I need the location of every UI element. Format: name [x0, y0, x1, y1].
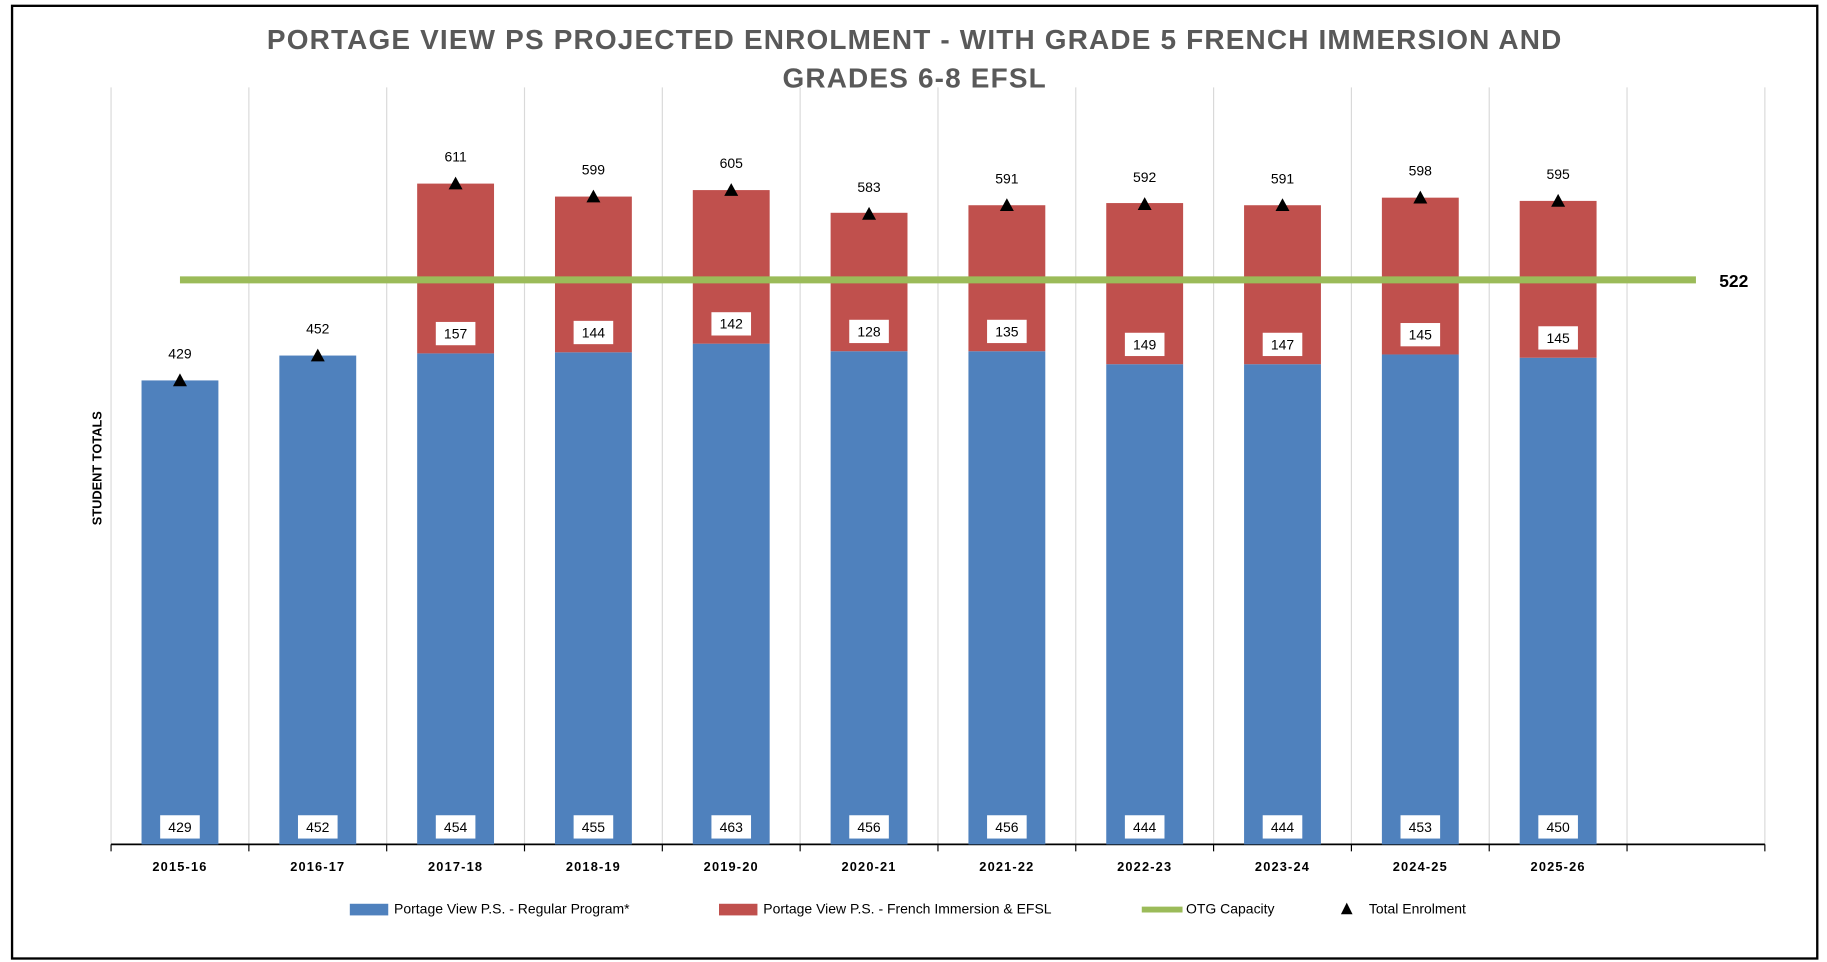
value-label: 455: [582, 819, 606, 835]
value-label-box: [1262, 332, 1303, 357]
x-tick-label: 2015-16: [152, 859, 207, 874]
value-label-box: [987, 319, 1027, 344]
value-label: 142: [720, 316, 744, 332]
bar-segment: [141, 380, 219, 845]
value-label-box: [1262, 815, 1303, 839]
value-label: 444: [1133, 819, 1157, 835]
value-label-box: [573, 320, 614, 345]
total-label: 595: [1546, 166, 1570, 182]
value-label: 135: [995, 323, 1019, 339]
total-marker: [862, 206, 877, 220]
value-label: 450: [1546, 819, 1570, 835]
y-axis-label: STUDENT TOTALS: [90, 411, 105, 525]
total-label: 429: [168, 345, 192, 361]
total-marker: [1413, 190, 1428, 204]
legend-swatch: [349, 903, 389, 916]
bar-segment: [1244, 364, 1321, 845]
legend-swatch: [719, 903, 758, 916]
value-label: 147: [1271, 336, 1295, 352]
bar-segment: [830, 351, 908, 845]
total-label: 591: [995, 170, 1019, 186]
value-label-box: [1124, 332, 1165, 357]
total-label: 452: [306, 321, 330, 337]
total-marker: [172, 373, 187, 387]
value-label-box: [711, 815, 752, 839]
value-label: 144: [582, 324, 606, 340]
bar-segment: [1381, 354, 1459, 845]
value-label: 429: [168, 819, 192, 835]
value-label-box: [435, 815, 476, 839]
x-tick-label: 2024-25: [1393, 859, 1448, 874]
x-tick-label: 2022-23: [1117, 859, 1172, 874]
total-marker: [310, 348, 325, 362]
title-box: PORTAGE VIEW PS PROJECTED ENROLMENT - WI…: [266, 24, 1563, 95]
x-tick-label: 2019-20: [704, 859, 759, 874]
bar-segment: [417, 353, 495, 845]
x-tick-label: 2017-18: [428, 859, 483, 874]
total-label: 583: [857, 179, 881, 195]
value-label: 454: [444, 819, 468, 835]
value-label: 149: [1133, 336, 1157, 352]
bar-segment: [1106, 364, 1184, 845]
x-tick-label: 2016-17: [290, 859, 345, 874]
total-marker: [1137, 197, 1152, 210]
value-label: 157: [444, 325, 468, 341]
total-marker: [448, 176, 463, 190]
value-label: 456: [995, 819, 1019, 835]
value-label: 452: [306, 819, 330, 835]
legend-swatch: [1340, 902, 1353, 915]
bar-segment: [1519, 357, 1597, 845]
legend-label: Portage View P.S. - Regular Program*: [394, 900, 630, 916]
total-marker: [724, 183, 739, 196]
total-marker: [586, 189, 601, 203]
value-label: 145: [1546, 330, 1570, 346]
value-label-box: [849, 815, 889, 839]
value-label-box: [297, 815, 338, 839]
bar-segment: [968, 351, 1046, 845]
total-label: 591: [1271, 170, 1295, 186]
chart-title: PORTAGE VIEW PS PROJECTED ENROLMENT - WI…: [266, 24, 1563, 95]
legend-label: Total Enrolment: [1369, 900, 1466, 916]
capacity-label: 522: [1719, 271, 1748, 291]
x-tick-label: 2023-24: [1255, 859, 1310, 874]
bar-segment: [692, 343, 770, 845]
value-label: 456: [857, 819, 881, 835]
value-label: 463: [720, 819, 744, 835]
value-label: 453: [1409, 819, 1433, 835]
total-marker: [999, 198, 1014, 212]
bar-segment: [279, 355, 357, 845]
legend-label: Portage View P.S. - French Immersion & E…: [763, 900, 1052, 916]
value-label-box: [1538, 815, 1578, 839]
x-tick-label: 2018-19: [566, 859, 621, 874]
legend-label: OTG Capacity: [1186, 900, 1275, 916]
value-label-box: [711, 312, 752, 336]
value-label: 145: [1409, 327, 1433, 343]
total-label: 611: [444, 149, 467, 165]
value-label-box: [1400, 323, 1441, 347]
total-label: 592: [1133, 169, 1157, 185]
value-label-box: [1400, 815, 1441, 839]
total-label: 598: [1409, 163, 1433, 179]
value-label-box: [1538, 326, 1578, 350]
value-label-box: [573, 815, 614, 839]
total-marker: [1275, 198, 1290, 212]
value-label: 128: [857, 323, 881, 339]
value-label-box: [160, 815, 200, 839]
value-label-box: [987, 815, 1027, 839]
total-label: 605: [720, 155, 744, 171]
value-label-box: [435, 321, 476, 346]
x-tick-label: 2021-22: [979, 859, 1034, 874]
total-marker: [1551, 193, 1566, 207]
x-tick-label: 2025-26: [1531, 859, 1586, 874]
bar-segment: [554, 352, 632, 845]
total-label: 599: [582, 162, 606, 178]
value-label-box: [849, 319, 889, 344]
value-label: 444: [1271, 819, 1295, 835]
x-tick-label: 2020-21: [841, 859, 896, 874]
value-label-box: [1124, 815, 1165, 839]
